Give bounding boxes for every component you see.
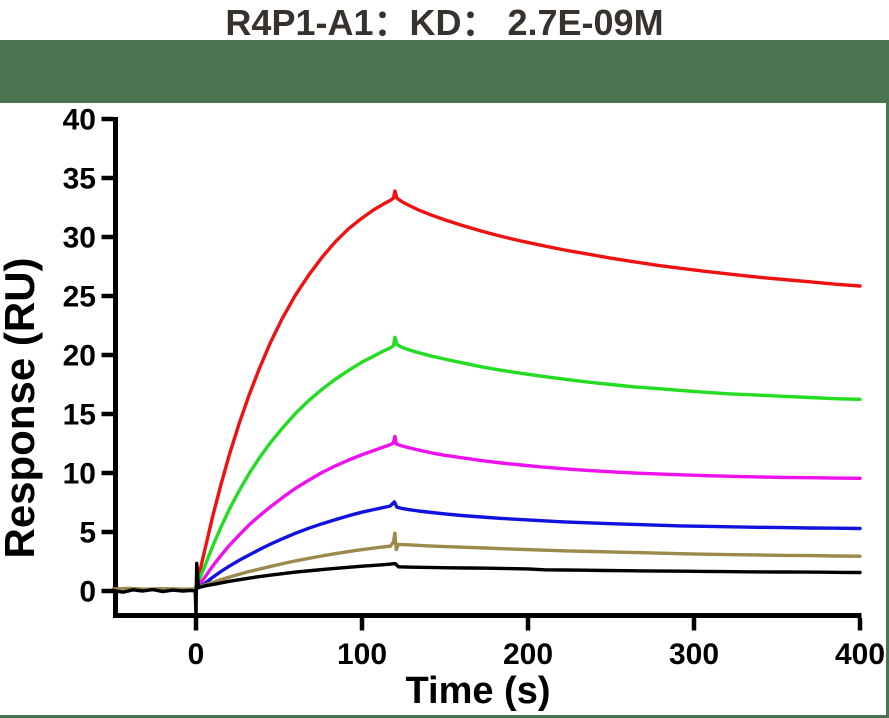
x-tick-label: 0 [188,638,205,671]
y-tick-label: 40 [63,104,96,137]
series-group [111,189,862,616]
y-tick-label: 30 [63,222,96,255]
y-tick-label: 10 [63,458,96,491]
x-tick-label: 300 [669,638,719,671]
y-tick-label: 20 [63,340,96,373]
series-curve-blue [194,500,862,591]
y-tick-label: 25 [63,281,96,314]
series-curve-green [194,335,862,590]
y-tick-label: 0 [79,576,96,609]
y-tick-label: 35 [63,163,96,196]
axes [113,117,862,618]
series-curve-black [111,561,862,616]
bottom-edge-border [0,715,889,718]
x-axis-ticks: 0 100 200 300 400 [188,618,885,671]
y-axis-ticks: 0 5 10 15 20 25 30 35 40 [63,104,113,609]
series-curve-magenta [194,434,862,591]
series-curve-red [194,189,862,590]
series-curve-dark-yellow [111,531,862,591]
y-tick-label: 15 [63,399,96,432]
y-axis-title: Response (RU) [0,257,43,558]
x-axis-title: Time (s) [405,670,550,712]
x-tick-label: 100 [337,638,387,671]
x-tick-label: 400 [835,638,885,671]
header-green-band [0,40,889,103]
right-edge-border [886,40,889,718]
x-tick-label: 200 [503,638,553,671]
y-tick-label: 5 [79,517,96,550]
title-bar: R4P1-A1：KD： 2.7E-09M [0,0,889,43]
figure-title: R4P1-A1：KD： 2.7E-09M [225,2,664,43]
